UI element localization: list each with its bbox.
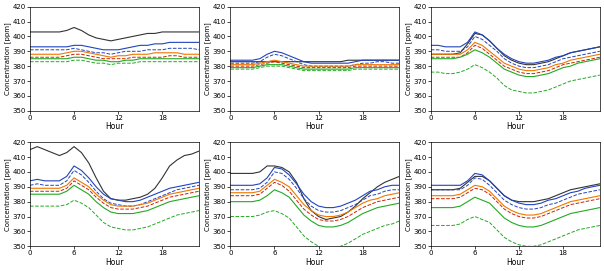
- X-axis label: Hour: Hour: [306, 258, 324, 267]
- Y-axis label: Concentration [ppm]: Concentration [ppm]: [405, 158, 412, 231]
- Y-axis label: Concentration [ppm]: Concentration [ppm]: [205, 158, 211, 231]
- Y-axis label: Concentration [ppm]: Concentration [ppm]: [205, 22, 211, 95]
- X-axis label: Hour: Hour: [306, 122, 324, 131]
- Y-axis label: Concentration [ppm]: Concentration [ppm]: [405, 22, 412, 95]
- X-axis label: Hour: Hour: [105, 122, 124, 131]
- X-axis label: Hour: Hour: [105, 258, 124, 267]
- Y-axis label: Concentration [ppm]: Concentration [ppm]: [4, 22, 11, 95]
- X-axis label: Hour: Hour: [506, 122, 524, 131]
- Y-axis label: Concentration [ppm]: Concentration [ppm]: [4, 158, 11, 231]
- X-axis label: Hour: Hour: [506, 258, 524, 267]
